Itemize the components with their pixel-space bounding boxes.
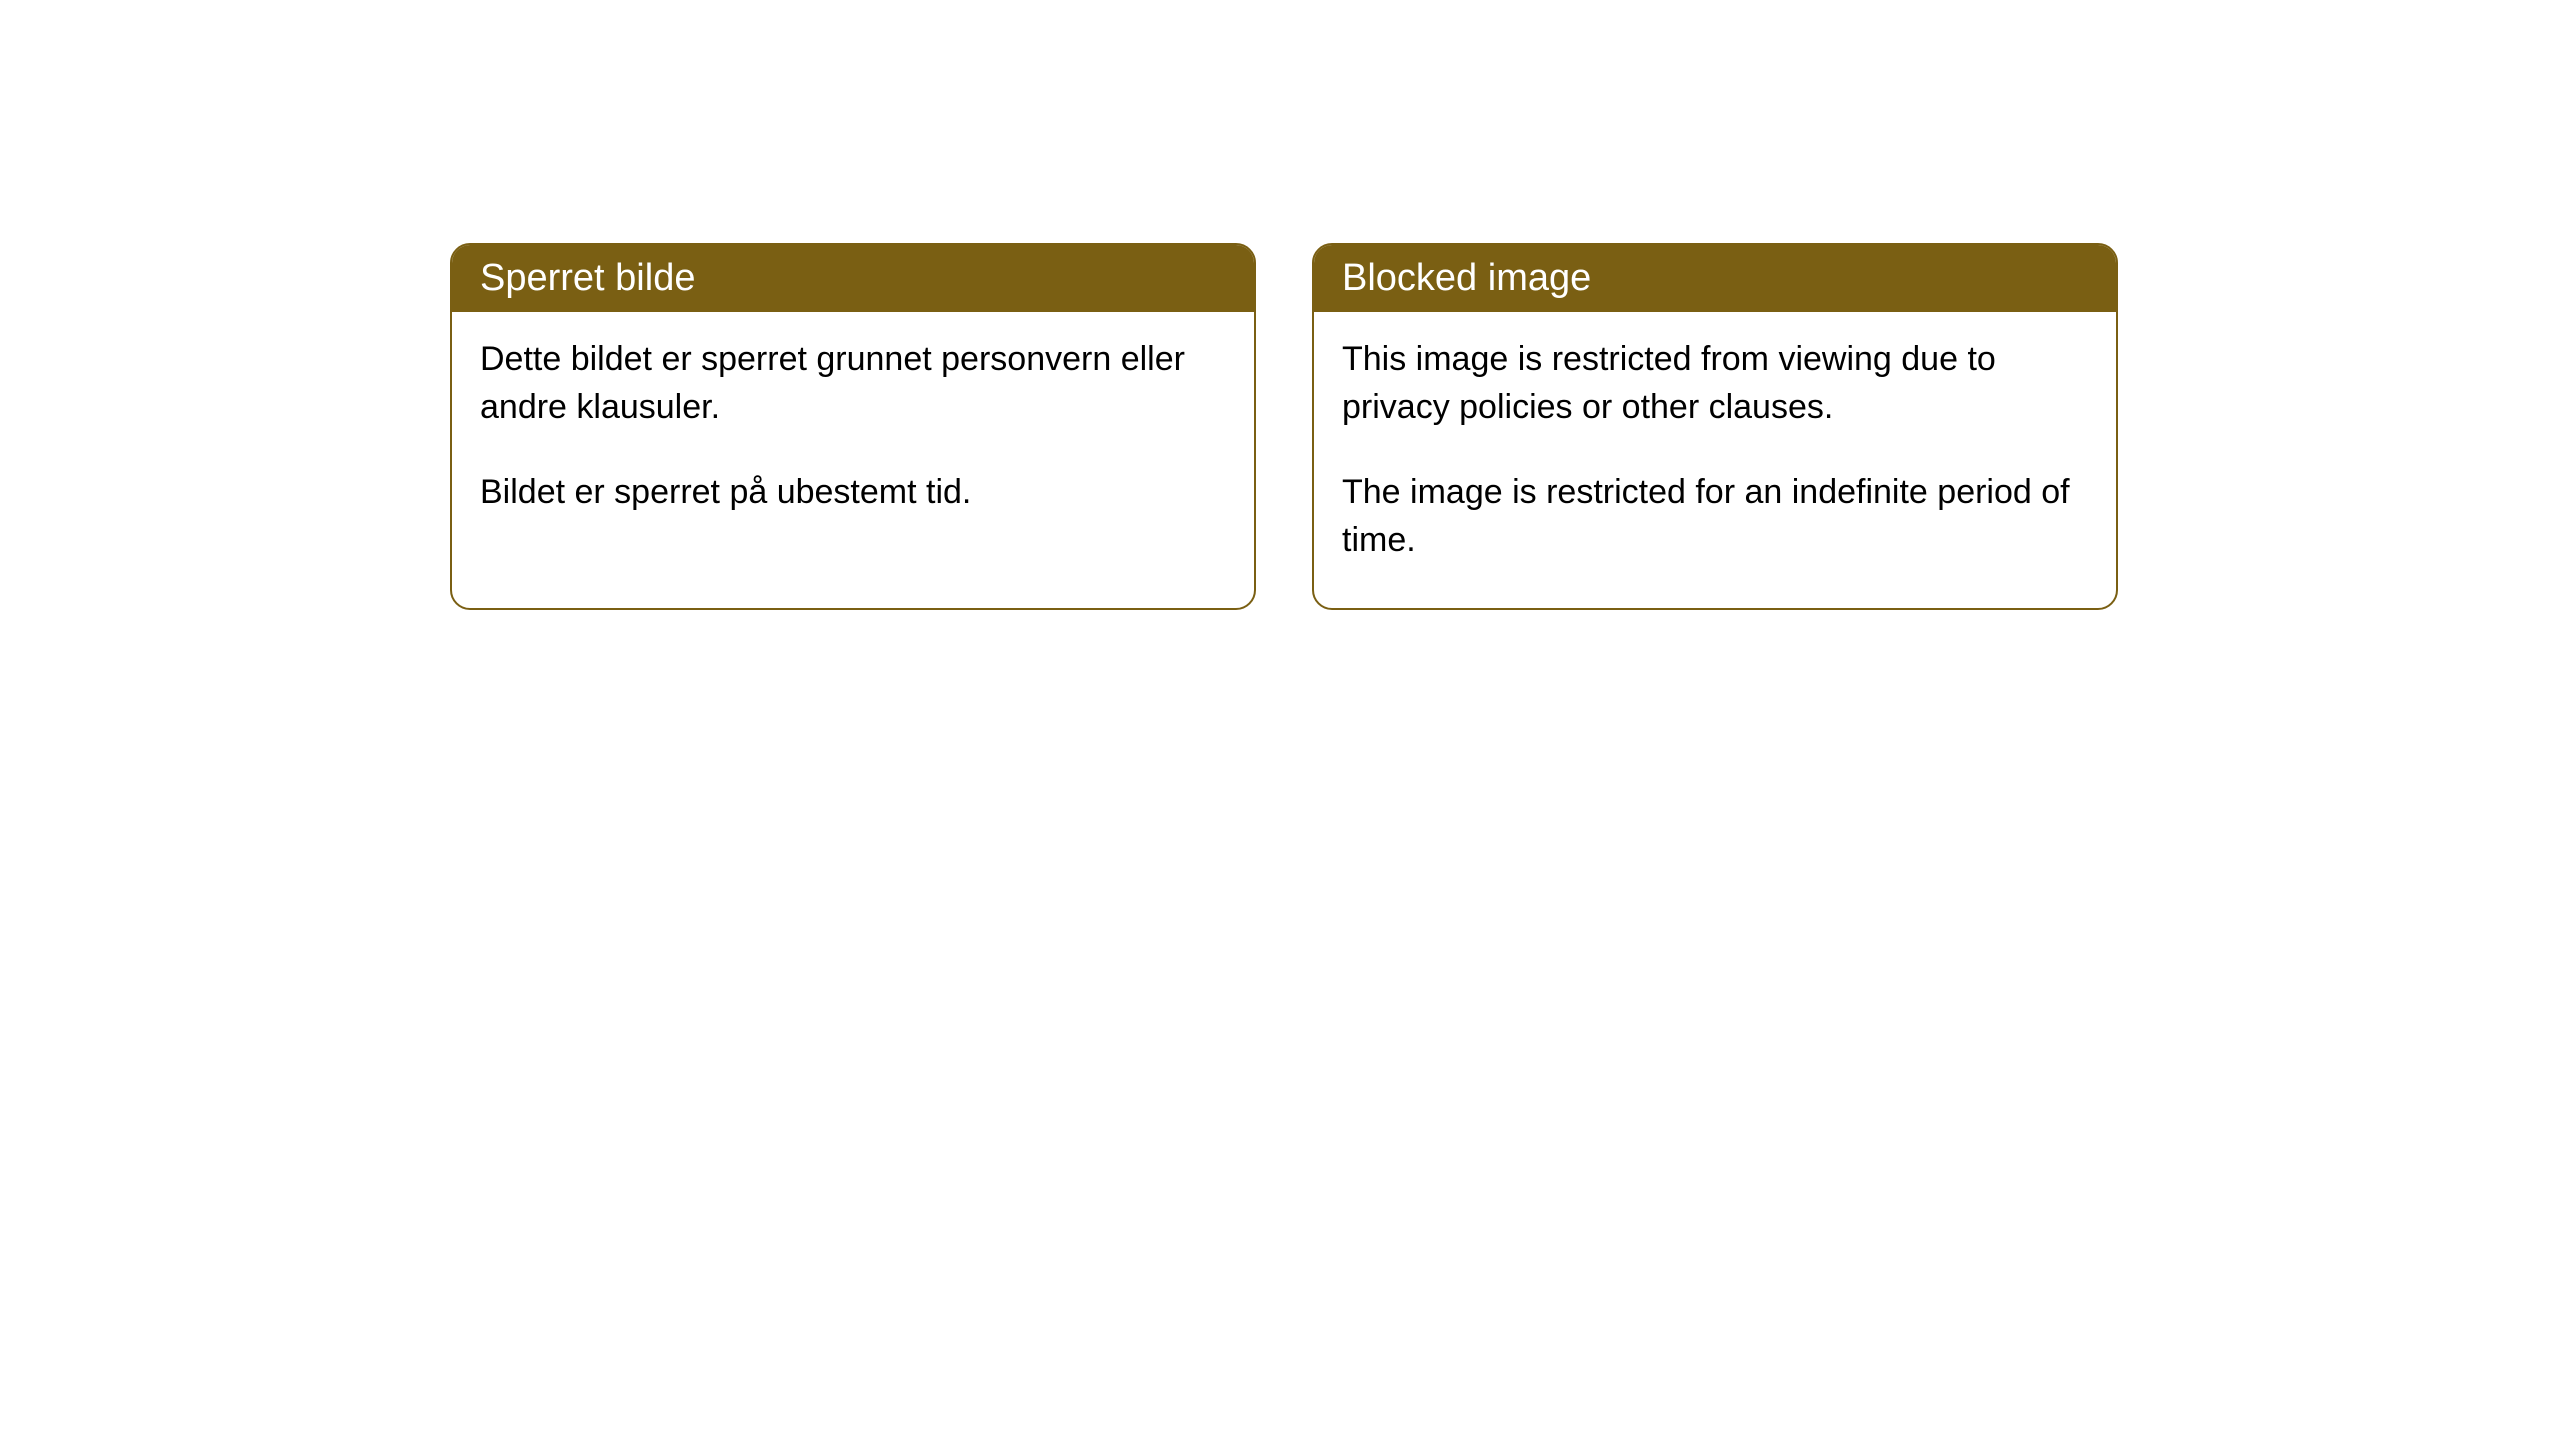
card-header: Blocked image <box>1314 245 2116 312</box>
card-paragraph: This image is restricted from viewing du… <box>1342 336 2088 431</box>
notice-card-norwegian: Sperret bilde Dette bildet er sperret gr… <box>450 243 1256 610</box>
notice-cards-container: Sperret bilde Dette bildet er sperret gr… <box>450 243 2118 610</box>
card-paragraph: Dette bildet er sperret grunnet personve… <box>480 336 1226 431</box>
card-title: Sperret bilde <box>480 257 1226 300</box>
card-paragraph: Bildet er sperret på ubestemt tid. <box>480 469 1226 517</box>
card-body: Dette bildet er sperret grunnet personve… <box>452 312 1254 561</box>
card-header: Sperret bilde <box>452 245 1254 312</box>
notice-card-english: Blocked image This image is restricted f… <box>1312 243 2118 610</box>
card-paragraph: The image is restricted for an indefinit… <box>1342 469 2088 564</box>
card-body: This image is restricted from viewing du… <box>1314 312 2116 608</box>
card-title: Blocked image <box>1342 257 2088 300</box>
